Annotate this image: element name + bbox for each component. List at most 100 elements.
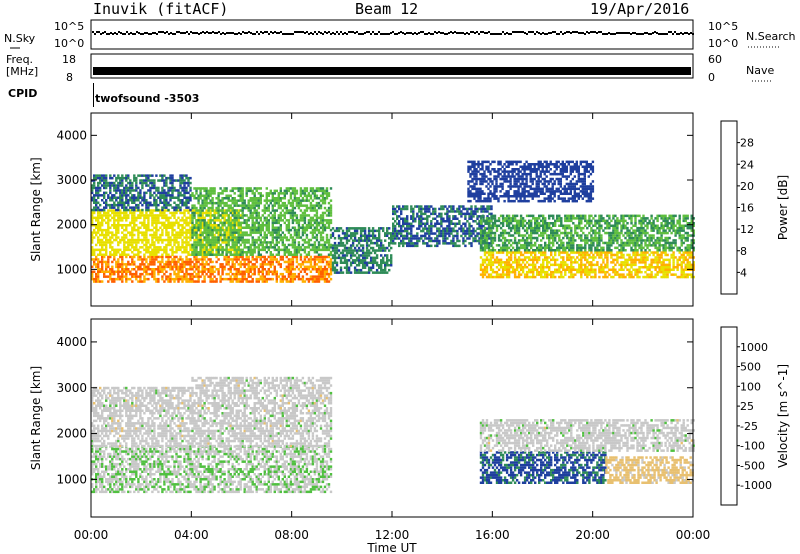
power-cell [135,228,138,232]
power-cell [109,275,112,278]
power-cell [476,234,479,238]
power-cell [301,263,305,266]
power-cell [410,205,413,208]
power-cell [341,251,345,255]
power-cell [153,277,156,281]
power-cell [223,231,226,234]
power-cell [95,199,98,202]
power-cell [507,275,511,279]
power-cell [121,268,124,271]
power-cell [323,224,327,227]
power-cell [371,232,375,235]
power-cell [99,280,102,283]
power-cell [127,260,130,264]
power-cell [402,244,405,248]
power-cell [91,211,94,215]
power-cell [263,268,266,271]
nsky-point [366,31,368,33]
power-cell [93,253,96,256]
power-cell [341,229,345,233]
power-cell [247,268,250,271]
power-cell [406,222,409,225]
power-cell [175,265,178,269]
nsky-point [380,33,382,35]
power-cell [225,204,228,207]
power-cell [271,206,274,210]
power-cell [349,246,353,250]
power-cell [259,201,262,205]
power-cell [209,260,212,264]
power-cell [375,249,379,252]
power-cell [263,258,266,261]
power-cell [271,260,274,264]
power-cell [513,253,517,257]
power-cell [247,263,250,266]
power-cell [263,211,266,215]
power-cell [317,224,321,227]
nsky-point [636,33,638,35]
power-cell [261,270,264,273]
power-cell [147,248,150,252]
power-cell [259,255,262,259]
power-cell [375,271,379,274]
power-cell [229,270,232,273]
power-cell [293,275,297,278]
power-cell [209,265,212,269]
power-cell [345,229,349,233]
power-cell [305,255,309,259]
power-cell [203,277,206,281]
power-cell [99,270,102,273]
power-cell [213,226,216,229]
power-cell [223,258,226,261]
power-cell [365,246,369,250]
power-cell [319,204,323,207]
nsky-point [316,33,318,35]
nsky-point [136,31,138,33]
power-cell [199,258,202,261]
power-cell [149,191,152,195]
power-cell [147,241,150,244]
power-cell [233,197,236,200]
power-cell [525,266,529,269]
power-cell [241,192,244,195]
nsky-point [168,33,170,35]
power-cell [133,272,136,276]
power-cell [205,248,208,252]
power-cell [103,270,106,273]
power-cell [111,216,114,220]
nsky-point [524,32,526,34]
power-cell [406,234,409,238]
nsky-point [612,33,614,35]
power-cell [275,243,278,247]
power-cell [281,280,284,283]
power-cell [137,253,140,256]
power-cell [267,224,270,227]
power-cell [209,216,212,220]
power-cell [127,216,130,220]
power-cell [237,277,240,281]
nsky-point [160,31,162,33]
nsky-point [260,31,262,33]
power-cell [125,226,128,229]
nsky-point [690,32,692,34]
power-cell [137,258,140,261]
power-cell [249,270,252,273]
power-cell [137,265,140,269]
power-cell [171,194,174,197]
power-cell [203,268,206,271]
power-cell [275,275,278,278]
power-cell [113,209,116,212]
power-cell [101,255,104,259]
nsky-point [382,33,384,35]
power-cell [193,258,196,261]
power-cell [231,272,234,276]
power-cell [267,221,270,225]
power-cell [105,206,108,209]
nsky-point [530,31,532,33]
power-cell [171,268,174,271]
power-cell [199,214,202,217]
power-cell [185,268,188,271]
power-cell [101,228,104,232]
power-cell [532,261,535,264]
nsky-point [654,31,656,33]
